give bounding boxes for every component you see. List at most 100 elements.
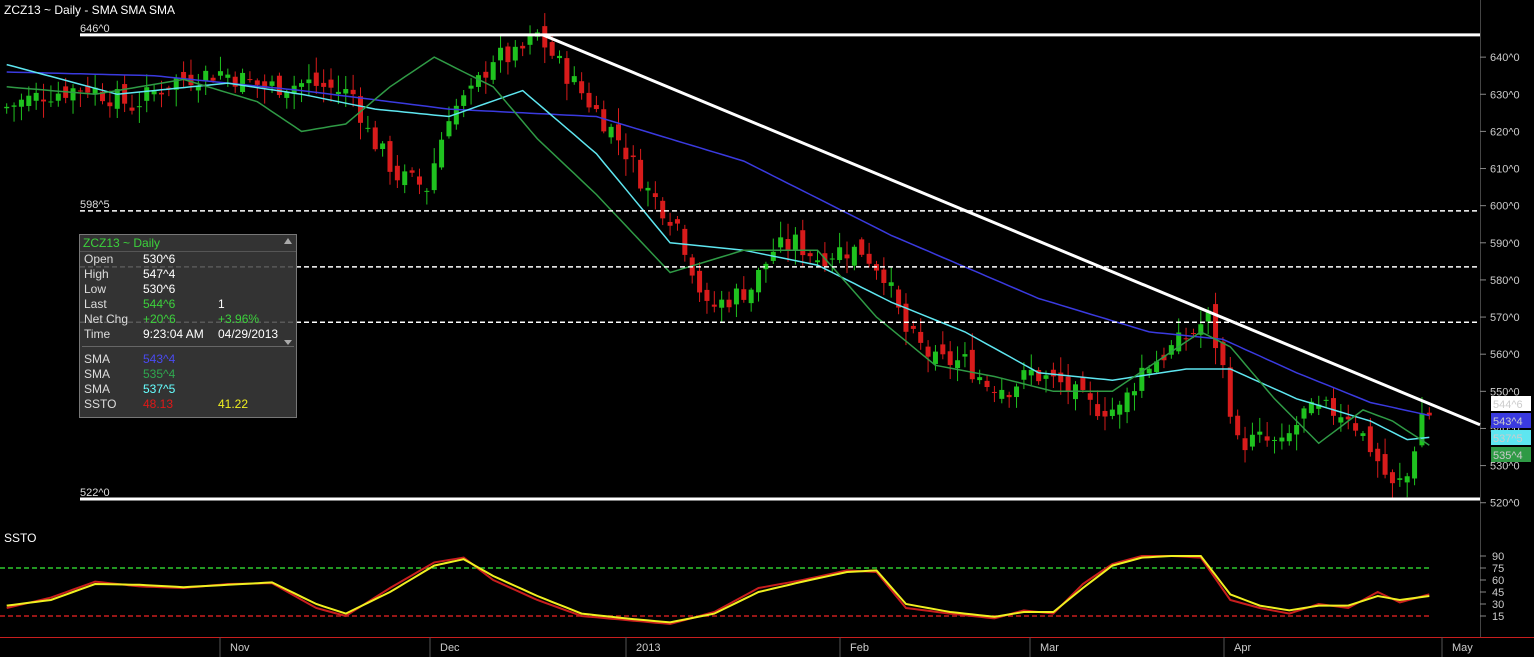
candle-body xyxy=(1264,436,1270,441)
row-value: +20^6 xyxy=(143,312,176,326)
candle-body xyxy=(498,47,504,61)
candle-body xyxy=(697,270,703,293)
candle-body xyxy=(682,228,688,255)
candle-body xyxy=(18,99,24,107)
candle-body xyxy=(778,237,784,248)
candle-body xyxy=(815,260,821,263)
candle-body xyxy=(306,79,312,84)
row-value-2: 41.22 xyxy=(218,397,249,411)
price-tick-label: 620^0 xyxy=(1490,126,1520,138)
candle-body xyxy=(1323,399,1329,401)
candle-body xyxy=(859,239,865,255)
price-tag-label: 543^4 xyxy=(1493,416,1523,428)
candle-body xyxy=(1367,426,1373,453)
candle-body xyxy=(1272,439,1278,441)
ssto-k-line xyxy=(6,555,1430,626)
ssto-tick-label: 45 xyxy=(1492,587,1504,599)
candle-body xyxy=(11,105,17,107)
candle-body xyxy=(276,75,282,96)
trendline xyxy=(542,33,1481,427)
data-window-row: Last 544^6 1 xyxy=(80,297,296,312)
data-window-title-text: ZCZ13 ~ Daily xyxy=(83,236,161,250)
quote-rows: Open 530^6 High 547^4 Low 530^6 Last 544^6 1 Net … xyxy=(80,252,296,342)
candle-body xyxy=(254,80,260,85)
candle-body xyxy=(70,88,76,101)
candle-body xyxy=(1360,433,1366,436)
level-label: 646^0 xyxy=(80,23,110,35)
collapse-icon[interactable] xyxy=(284,238,292,244)
price-tag-label: 544^6 xyxy=(1493,399,1523,411)
candle-body xyxy=(615,124,621,141)
candle-body xyxy=(652,193,658,198)
candle-body xyxy=(350,89,356,95)
candle-body xyxy=(564,58,570,84)
candle-body xyxy=(520,45,526,49)
candle-body xyxy=(579,81,585,94)
ssto-d-line xyxy=(6,555,1430,624)
candle-body xyxy=(394,165,400,181)
expand-icon[interactable] xyxy=(284,340,292,345)
candle-body xyxy=(461,95,467,106)
row-value: 544^6 xyxy=(143,297,176,311)
candle-body xyxy=(549,42,555,56)
candle-body xyxy=(932,351,938,365)
data-window-row: High 547^4 xyxy=(80,267,296,282)
candle-body xyxy=(726,299,732,308)
row-key: Time xyxy=(84,327,111,341)
candle-body xyxy=(991,391,997,393)
row-key: Open xyxy=(84,252,114,266)
candle-body xyxy=(1065,376,1071,392)
candle-body xyxy=(210,77,216,81)
candle-body xyxy=(1028,369,1034,376)
x-tick-label: 2013 xyxy=(636,642,660,654)
candle-body xyxy=(1404,476,1410,483)
candle-body xyxy=(601,109,607,132)
candle-body xyxy=(136,106,142,108)
candle-body xyxy=(416,176,422,185)
data-window-title[interactable]: ZCZ13 ~ Daily xyxy=(80,235,296,252)
candle-body xyxy=(1301,408,1307,419)
candle-body xyxy=(638,159,644,189)
candle-body xyxy=(48,101,54,103)
data-window-row: SMA 535^4 xyxy=(80,367,296,382)
candle-body xyxy=(1117,404,1123,415)
candle-body xyxy=(1050,369,1056,377)
sma-fast-line xyxy=(6,56,1430,446)
candle-body xyxy=(1330,398,1336,416)
candle-body xyxy=(446,121,452,137)
candle-body xyxy=(667,221,673,226)
candle-body xyxy=(424,190,430,192)
candle-body xyxy=(1131,391,1137,396)
candle-body xyxy=(785,239,791,250)
candle-body xyxy=(358,96,363,123)
candle-body xyxy=(866,253,872,264)
candle-body xyxy=(660,200,666,219)
x-tick-label: Mar xyxy=(1040,642,1059,654)
candle-body xyxy=(483,71,489,78)
candle-body xyxy=(822,253,828,267)
candle-body xyxy=(896,289,902,308)
data-window[interactable]: ZCZ13 ~ Daily Open 530^6 High 547^4 Low 530^6… xyxy=(79,234,297,418)
row-key: SMA xyxy=(84,382,111,396)
x-tick-label: May xyxy=(1452,642,1473,654)
price-tick-label: 610^0 xyxy=(1490,164,1520,176)
price-tick-label: 580^0 xyxy=(1490,275,1520,287)
candle-body xyxy=(1294,424,1300,435)
candle-body xyxy=(925,346,931,357)
candle-body xyxy=(439,139,445,168)
x-tick-label: Dec xyxy=(440,642,460,654)
candlesticks xyxy=(4,13,1432,499)
candle-body xyxy=(711,304,717,307)
candle-body xyxy=(299,83,305,87)
candle-body xyxy=(203,70,209,81)
price-tick-label: 570^0 xyxy=(1490,312,1520,324)
candle-body xyxy=(741,289,747,300)
candle-body xyxy=(328,79,334,88)
candle-body xyxy=(173,77,179,90)
candle-body xyxy=(1006,394,1012,398)
price-tag xyxy=(1491,396,1531,411)
candle-body xyxy=(1375,448,1381,462)
candle-body xyxy=(586,92,592,108)
candle-body xyxy=(1080,377,1086,390)
